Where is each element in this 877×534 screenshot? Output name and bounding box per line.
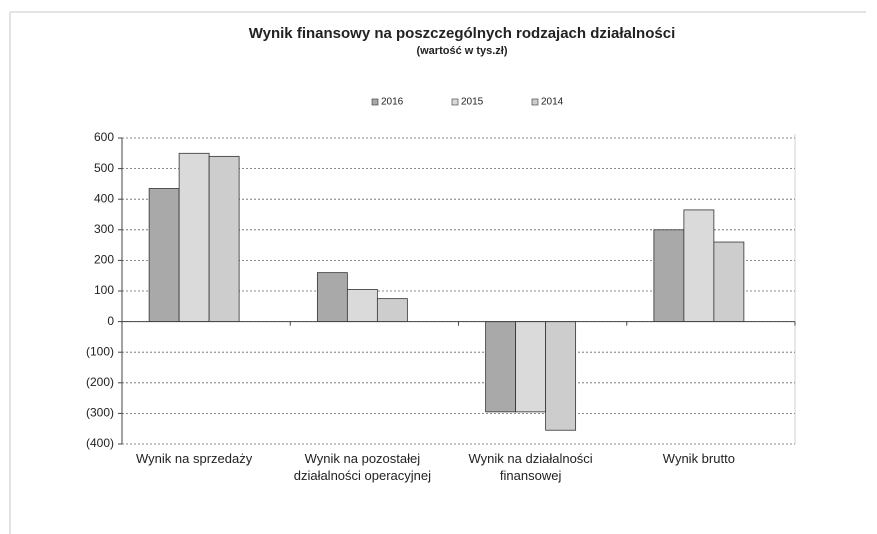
bar <box>346 289 378 323</box>
chart-subtitle: (wartość w tys.zł) <box>416 45 507 57</box>
x-tick-label: Wynik na pozostałej działalności operacy… <box>293 451 432 483</box>
bar <box>713 241 745 322</box>
bar <box>545 321 577 431</box>
legend-swatch <box>451 98 459 106</box>
y-tick-label: (300) <box>86 406 114 420</box>
bar <box>148 188 180 323</box>
y-tick-label: 100 <box>94 283 114 297</box>
bar <box>515 321 547 413</box>
bar <box>178 152 210 323</box>
legend-swatch <box>371 98 379 106</box>
y-tick-label: 400 <box>94 191 114 205</box>
bar <box>376 298 408 322</box>
y-tick-label: 600 <box>94 130 114 144</box>
x-tick-label: Wynik na sprzedaży <box>136 451 253 466</box>
y-tick-label: 0 <box>107 314 114 328</box>
y-tick-label: 300 <box>94 222 114 236</box>
legend-label: 2014 <box>541 97 564 108</box>
x-tick-label: Wynik brutto <box>662 451 735 466</box>
y-tick-label: 500 <box>94 161 114 175</box>
legend-swatch <box>531 98 539 106</box>
bar <box>316 272 348 323</box>
y-tick-label: 200 <box>94 253 114 267</box>
legend-label: 2016 <box>381 97 404 108</box>
legend-label: 2015 <box>461 97 484 108</box>
y-tick-label: (200) <box>86 375 114 389</box>
bar <box>653 229 685 323</box>
bar <box>683 209 715 323</box>
chart-title: Wynik finansowy na poszczególnych rodzaj… <box>249 25 676 42</box>
y-tick-label: (100) <box>86 344 114 358</box>
bar <box>485 321 517 413</box>
bar <box>208 155 240 323</box>
y-tick-label: (400) <box>86 436 114 450</box>
x-tick-label: Wynik na działalności finansowej <box>468 451 593 483</box>
